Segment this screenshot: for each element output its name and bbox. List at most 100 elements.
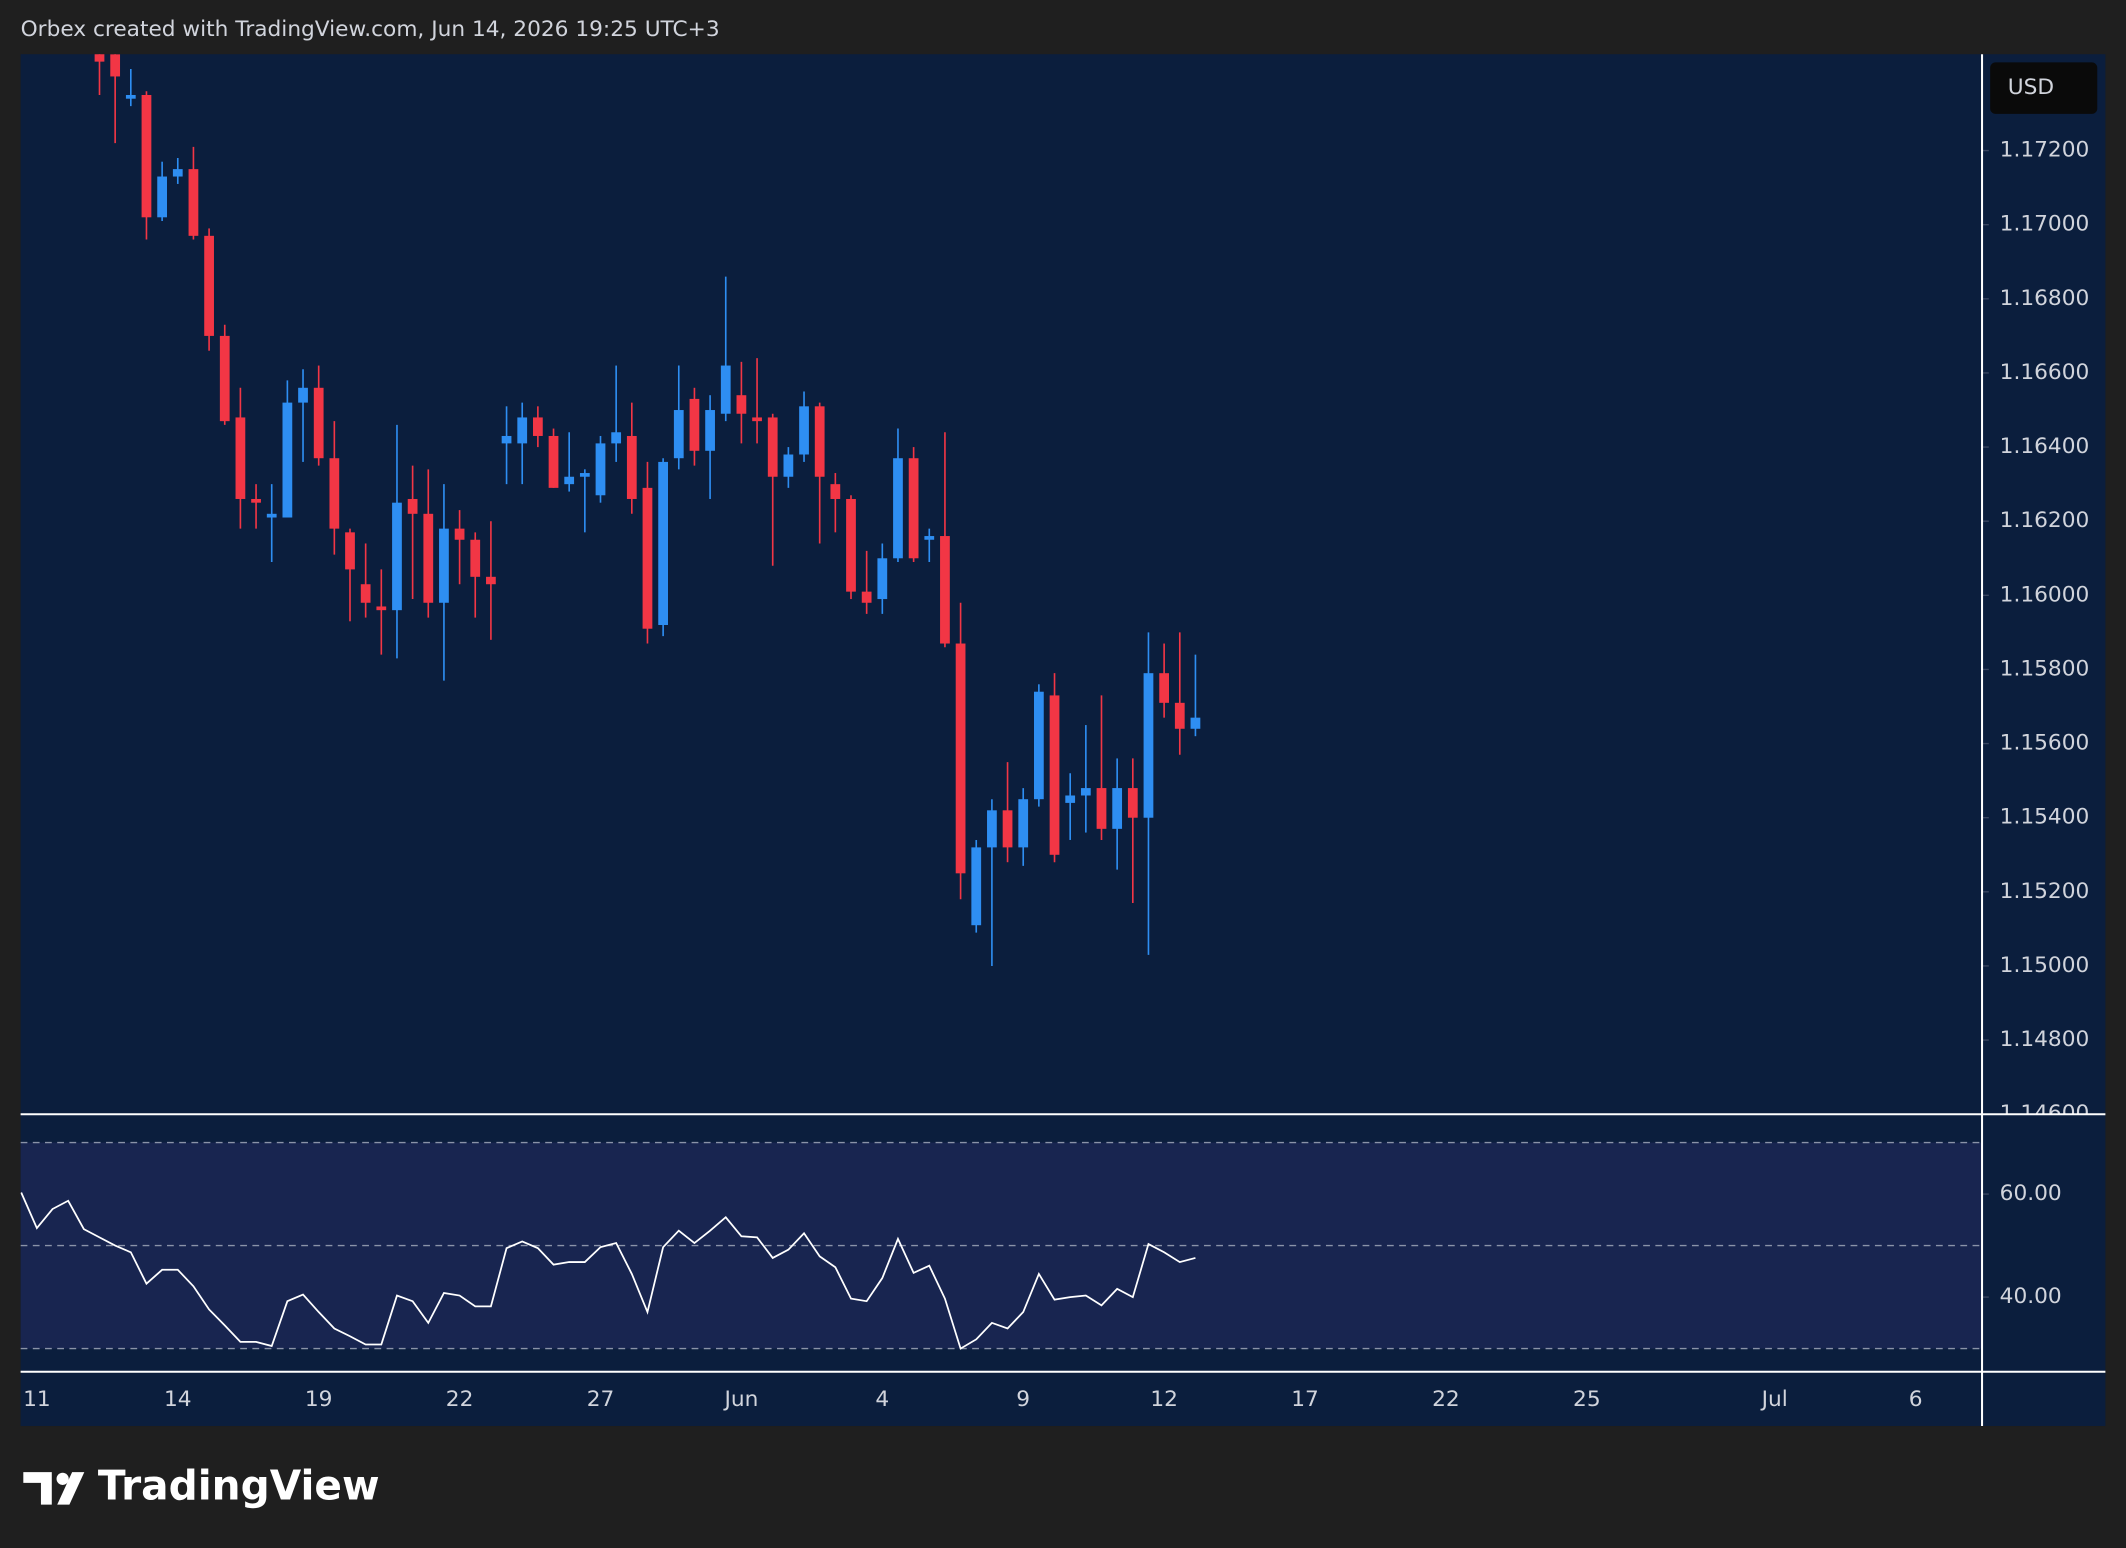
candle-body bbox=[1174, 702, 1185, 729]
candle-body bbox=[908, 458, 919, 559]
candle-body bbox=[767, 417, 778, 477]
x-tick-label: 12 bbox=[1150, 1387, 1178, 1412]
candle-body bbox=[1127, 788, 1138, 818]
x-tick-label: 17 bbox=[1291, 1387, 1319, 1412]
candle-body bbox=[188, 169, 199, 236]
candle-body bbox=[329, 458, 340, 529]
candle-body bbox=[376, 606, 387, 611]
y-tick-label: 1.16400 bbox=[2000, 434, 2090, 459]
candle-body bbox=[110, 54, 121, 77]
candle-body bbox=[877, 558, 888, 600]
logo-part bbox=[56, 1472, 69, 1485]
candle-body bbox=[673, 410, 684, 459]
logo-icon bbox=[23, 1472, 85, 1505]
candle-body bbox=[987, 810, 997, 848]
candle-body bbox=[486, 576, 496, 585]
x-tick-label: 25 bbox=[1573, 1387, 1601, 1412]
candle-body bbox=[1002, 810, 1013, 848]
candle-body bbox=[579, 473, 590, 477]
candle-body bbox=[157, 176, 168, 218]
price-axis: 1.14600 1.14800 1.15000 1.15200 1.15400 1.156… bbox=[1982, 138, 2090, 1115]
candle-body bbox=[172, 169, 183, 177]
candle-body bbox=[266, 513, 277, 518]
candle-body bbox=[1112, 788, 1123, 829]
candle-body bbox=[1018, 799, 1029, 848]
y-tick-label: 1.16800 bbox=[2000, 286, 2090, 311]
logo-part bbox=[57, 1472, 85, 1505]
candle-body bbox=[924, 536, 935, 540]
x-tick-label: Jun bbox=[722, 1387, 758, 1412]
candle-body bbox=[752, 417, 762, 422]
candle-body bbox=[564, 476, 575, 485]
rsi-line bbox=[20, 1192, 1196, 1350]
candle-body bbox=[783, 454, 794, 477]
y-tick-label: 1.15400 bbox=[2000, 805, 2090, 830]
candle-body bbox=[470, 539, 481, 577]
candle-body bbox=[517, 417, 528, 444]
axes: 11 14 19 22 27 Jun 4 9 12 17 22 25 Jul 6 40.00 60.00 bbox=[23, 1181, 2062, 1412]
candle-body bbox=[611, 432, 622, 444]
rsi-pane bbox=[20, 1141, 1983, 1350]
x-tick-label: 6 bbox=[1909, 1387, 1923, 1412]
candle-body bbox=[940, 536, 950, 644]
x-tick-label: 14 bbox=[164, 1387, 192, 1412]
y-tick-label: 1.16200 bbox=[2000, 508, 2090, 533]
x-tick-label: 9 bbox=[1016, 1387, 1030, 1412]
candle-body bbox=[861, 591, 872, 603]
candle-body bbox=[532, 417, 543, 436]
candle-body bbox=[830, 484, 841, 499]
candle-body bbox=[439, 528, 449, 603]
header: Orbex created with TradingView.com, Jun … bbox=[21, 17, 720, 42]
candle-body bbox=[689, 398, 700, 451]
rsi-tick-label: 60.00 bbox=[2000, 1181, 2062, 1206]
candle-body bbox=[1080, 788, 1091, 796]
y-tick-label: 1.15200 bbox=[2000, 879, 2090, 904]
x-tick-label: 4 bbox=[875, 1387, 889, 1412]
candle-body bbox=[1190, 717, 1201, 729]
candle-body bbox=[235, 417, 246, 499]
y-tick-label: 1.15800 bbox=[2000, 656, 2090, 681]
rsi-tick-label: 40.00 bbox=[2000, 1284, 2062, 1309]
candle-body bbox=[423, 513, 434, 603]
x-tick-label: Jul bbox=[1760, 1387, 1788, 1412]
candle-body bbox=[125, 94, 136, 99]
candle-body bbox=[814, 406, 825, 477]
y-tick-label: 1.17000 bbox=[2000, 212, 2090, 237]
candle-body bbox=[595, 443, 606, 496]
candle-body bbox=[642, 487, 653, 629]
candle-body bbox=[1033, 691, 1044, 800]
currency-box[interactable] bbox=[1990, 62, 2098, 114]
candle-body bbox=[219, 335, 230, 422]
y-tick-label: 1.17200 bbox=[2000, 138, 2090, 163]
candle-body bbox=[204, 235, 214, 336]
candle-body bbox=[658, 461, 669, 625]
candle-body bbox=[313, 387, 324, 459]
x-tick-label: 22 bbox=[446, 1387, 474, 1412]
x-tick-label: 27 bbox=[587, 1387, 615, 1412]
candle-body bbox=[955, 643, 966, 874]
logo-part bbox=[23, 1472, 52, 1505]
price-pane bbox=[94, 54, 1201, 966]
candle-body bbox=[1065, 795, 1076, 803]
candle-body bbox=[626, 435, 637, 499]
candle-body bbox=[251, 498, 261, 503]
x-tick-label: 11 bbox=[23, 1387, 51, 1412]
currency-label[interactable]: USD bbox=[2008, 75, 2054, 100]
candle-body bbox=[345, 532, 355, 570]
candle-body bbox=[705, 410, 715, 451]
x-tick-label: 22 bbox=[1432, 1387, 1460, 1412]
candle-body bbox=[548, 435, 559, 488]
candle-body bbox=[846, 498, 856, 592]
y-tick-label: 1.15600 bbox=[2000, 731, 2090, 756]
candle-body bbox=[1159, 673, 1170, 703]
candle-body bbox=[360, 584, 371, 603]
candle-body bbox=[1143, 673, 1154, 818]
y-tick-label: 1.16000 bbox=[2000, 582, 2090, 607]
y-tick-label: 1.16600 bbox=[2000, 360, 2090, 385]
candle-body bbox=[1049, 695, 1060, 855]
candle-body bbox=[298, 387, 308, 403]
candle-body bbox=[392, 502, 402, 611]
y-tick-label: 1.14800 bbox=[2000, 1027, 2090, 1052]
